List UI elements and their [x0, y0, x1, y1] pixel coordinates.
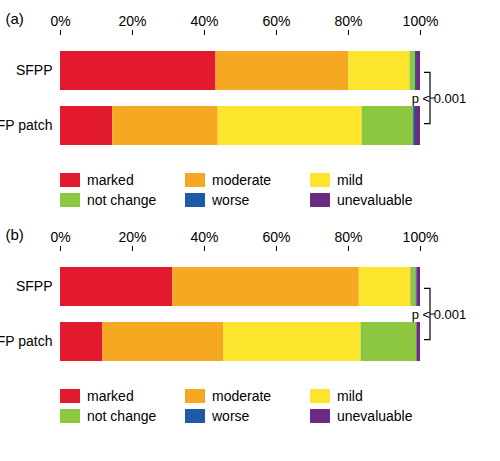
svg-text:0%: 0%	[50, 229, 70, 245]
svg-text:20%: 20%	[118, 229, 146, 245]
svg-text:0%: 0%	[50, 13, 70, 29]
svg-text:20%: 20%	[118, 13, 146, 29]
svg-text:p < 0.001: p < 0.001	[412, 91, 467, 106]
svg-text:p < 0.001: p < 0.001	[412, 307, 467, 322]
html-text:mild: mild	[337, 172, 363, 188]
svg-text:FP patch: FP patch	[0, 117, 53, 133]
svg-text:60%: 60%	[262, 13, 290, 29]
svg-text:100%: 100%	[403, 13, 439, 29]
html-text:unevaluable: unevaluable	[337, 192, 413, 208]
svg-text:40%: 40%	[190, 229, 218, 245]
html-text:marked: marked	[87, 388, 134, 404]
html-text:moderate: moderate	[212, 172, 272, 188]
svg-text:(b): (b)	[6, 226, 24, 243]
html-text:mild: mild	[337, 388, 363, 404]
svg-text:80%: 80%	[334, 229, 362, 245]
svg-text:40%: 40%	[190, 13, 218, 29]
svg-text:60%: 60%	[262, 229, 290, 245]
html-text:not change: not change	[87, 408, 157, 424]
html-text:marked: marked	[87, 172, 134, 188]
svg-text:100%: 100%	[403, 229, 439, 245]
html-text:moderate: moderate	[212, 388, 272, 404]
html-text:worse: worse	[212, 192, 250, 208]
svg-text:(a): (a)	[6, 10, 24, 27]
svg-text:SFPP: SFPP	[16, 278, 53, 294]
svg-text:80%: 80%	[334, 13, 362, 29]
svg-text:FP patch: FP patch	[0, 333, 53, 349]
html-text:worse: worse	[212, 408, 250, 424]
html-text:unevaluable: unevaluable	[337, 408, 413, 424]
svg-text:SFPP: SFPP	[16, 62, 53, 78]
html-text:not change: not change	[87, 192, 157, 208]
